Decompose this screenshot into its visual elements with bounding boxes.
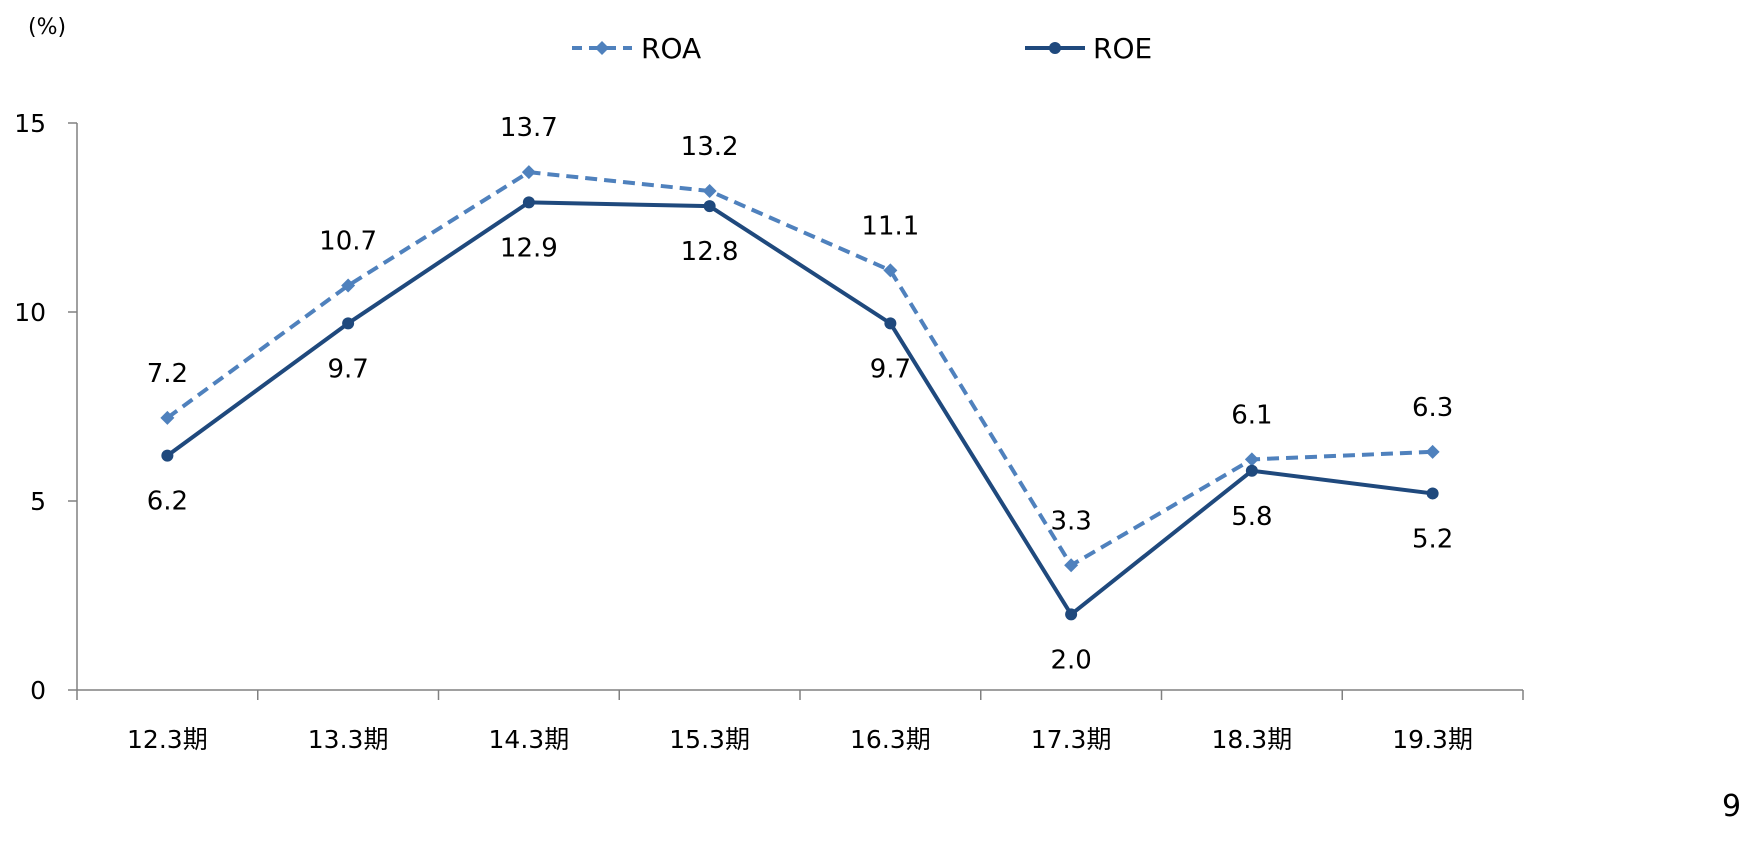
data-point-roe: [1245, 464, 1258, 477]
data-label-roe: 9.7: [870, 354, 911, 384]
data-point-roa: [883, 263, 898, 278]
series-roe: [161, 196, 1439, 621]
data-label-roe: 12.8: [681, 237, 739, 267]
data-point-roe: [884, 317, 897, 330]
series-line-roe: [166, 200, 1433, 617]
data-point-roe: [161, 449, 174, 462]
legend-label: ROA: [641, 32, 701, 65]
y-tick-label: 5: [30, 487, 46, 516]
x-tick-label: 12.3期: [127, 725, 208, 754]
data-label-roe: 9.7: [327, 354, 368, 384]
legend-item-roe: ROE: [1025, 32, 1152, 65]
x-tick-label: 16.3期: [850, 725, 931, 754]
y-tick-label: 15: [14, 109, 46, 138]
data-point-roa: [1064, 558, 1079, 573]
legend-marker: [595, 41, 609, 55]
page-number: 9: [1722, 789, 1742, 824]
y-axis-ticks: 0 5 10 15: [14, 109, 77, 705]
data-point-roe: [522, 196, 535, 209]
legend: ROA ROE: [572, 32, 1152, 65]
x-axis-ticks: 12.3期 13.3期 14.3期 15.3期 16.3期 17.3期 18.3期 19.3期: [76, 690, 1524, 754]
data-point-roa: [521, 165, 536, 180]
x-tick-label: 17.3期: [1031, 725, 1112, 754]
x-tick-label: 15.3期: [669, 725, 750, 754]
data-point-roe: [1426, 487, 1439, 500]
legend-label: ROE: [1093, 32, 1152, 65]
data-label-roa: 13.2: [681, 132, 739, 162]
data-label-roe: 2.0: [1050, 645, 1091, 675]
data-point-roe: [1065, 608, 1078, 621]
data-label-roe: 6.2: [147, 487, 188, 517]
data-point-roa: [341, 278, 356, 293]
data-point-roa: [702, 184, 717, 199]
x-tick-label: 13.3期: [308, 725, 389, 754]
x-tick-label: 19.3期: [1392, 725, 1473, 754]
y-tick-label: 0: [30, 676, 46, 705]
data-point-roe: [342, 317, 355, 330]
y-axis-unit-label: (%): [28, 15, 66, 40]
data-label-roa: 6.3: [1412, 393, 1453, 423]
data-label-roe: 12.9: [500, 233, 558, 263]
series-line-roa: [166, 170, 1433, 568]
data-label-roa: 7.2: [147, 359, 188, 389]
legend-marker: [1049, 42, 1061, 54]
y-tick-label: 10: [14, 298, 46, 327]
data-label-roa: 3.3: [1050, 506, 1091, 536]
x-tick-label: 18.3期: [1212, 725, 1293, 754]
x-tick-label: 14.3期: [489, 725, 570, 754]
series-layer: [160, 165, 1440, 621]
data-label-roe: 5.2: [1412, 524, 1453, 554]
data-label-roa: 10.7: [319, 227, 377, 257]
series-roa: [160, 165, 1440, 573]
data-label-roe: 5.8: [1231, 502, 1272, 532]
data-point-roa: [160, 410, 175, 425]
data-labels: 7.2 10.7 13.7 13.2 11.1 3.3 6.1 6.3 6.2 9.7 12.9 12…: [147, 113, 1454, 675]
data-point-roa: [1425, 444, 1440, 459]
data-label-roa: 11.1: [861, 211, 919, 241]
axes: [76, 123, 1523, 691]
data-point-roe: [703, 200, 716, 213]
data-label-roa: 6.1: [1231, 400, 1272, 430]
legend-item-roa: ROA: [572, 32, 701, 65]
data-point-roa: [1244, 452, 1259, 467]
data-label-roa: 13.7: [500, 113, 558, 143]
